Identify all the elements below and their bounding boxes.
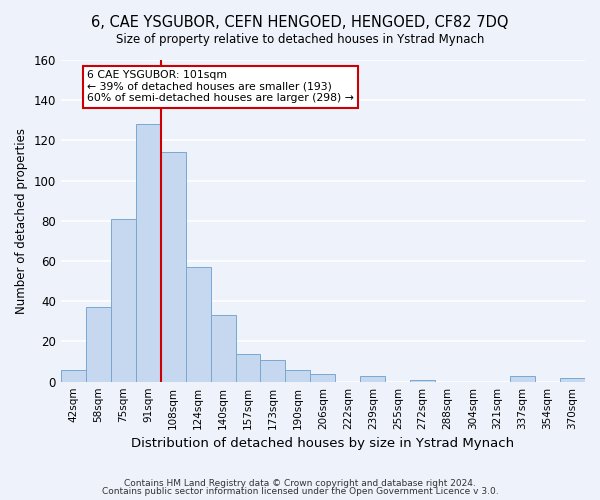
Bar [361, 376, 385, 382]
Text: 6, CAE YSGUBOR, CEFN HENGOED, HENGOED, CF82 7DQ: 6, CAE YSGUBOR, CEFN HENGOED, HENGOED, C… [91, 15, 509, 30]
Bar [61, 370, 86, 382]
Bar [136, 124, 161, 382]
Bar [310, 374, 335, 382]
Bar [111, 219, 136, 382]
Bar [86, 308, 111, 382]
Text: Contains HM Land Registry data © Crown copyright and database right 2024.: Contains HM Land Registry data © Crown c… [124, 478, 476, 488]
Y-axis label: Number of detached properties: Number of detached properties [15, 128, 28, 314]
Bar [510, 376, 535, 382]
Bar [236, 354, 260, 382]
Bar [211, 316, 236, 382]
Bar [185, 267, 211, 382]
Text: 6 CAE YSGUBOR: 101sqm
← 39% of detached houses are smaller (193)
60% of semi-det: 6 CAE YSGUBOR: 101sqm ← 39% of detached … [87, 70, 354, 103]
Bar [286, 370, 310, 382]
Bar [410, 380, 435, 382]
Bar [260, 360, 286, 382]
Text: Contains public sector information licensed under the Open Government Licence v : Contains public sector information licen… [101, 487, 499, 496]
Bar [161, 152, 185, 382]
Bar [560, 378, 585, 382]
X-axis label: Distribution of detached houses by size in Ystrad Mynach: Distribution of detached houses by size … [131, 437, 514, 450]
Text: Size of property relative to detached houses in Ystrad Mynach: Size of property relative to detached ho… [116, 32, 484, 46]
